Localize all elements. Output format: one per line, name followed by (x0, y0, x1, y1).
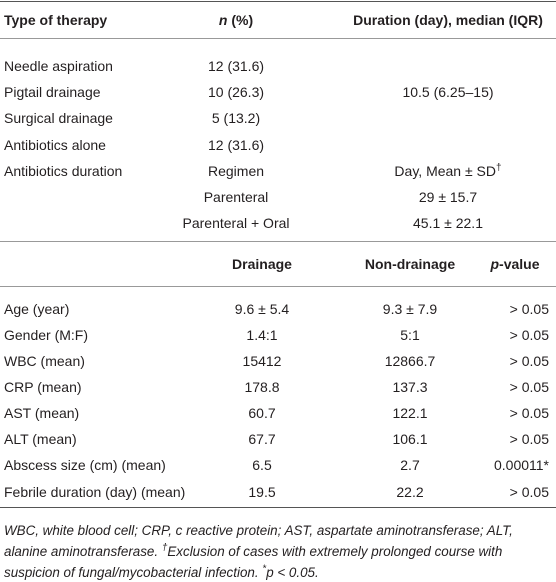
rule (0, 241, 556, 242)
cell: Parenteral + Oral (182, 215, 290, 231)
p-value: > 0.05 (509, 353, 549, 369)
row-label: Gender (M:F) (4, 327, 89, 343)
rule (0, 38, 556, 39)
cell: 12 (31.6) (207, 58, 265, 74)
cell: 12866.7 (384, 353, 436, 369)
p-value: > 0.05 (509, 484, 549, 500)
cell: 19.5 (248, 484, 276, 500)
cell: 12 (31.6) (207, 137, 265, 153)
cell: 60.7 (248, 405, 276, 421)
cell: Parenteral (203, 189, 269, 205)
cell: 137.3 (392, 379, 428, 395)
p-value: > 0.05 (509, 431, 549, 447)
cell: 1.4:1 (246, 327, 278, 343)
row-label: Pigtail drainage (4, 84, 101, 100)
row-label: Antibiotics alone (4, 137, 106, 153)
cell: Regimen (207, 163, 265, 179)
top-rule (0, 1, 556, 2)
footnote: WBC, white blood cell; CRP, c reactive p… (4, 520, 552, 582)
header-cell: Type of therapy (4, 12, 108, 28)
header-cell: Drainage (232, 256, 292, 272)
footnote-text: < 0.05. (273, 565, 319, 580)
cell: 122.1 (392, 405, 428, 421)
header-part: -value (499, 256, 540, 272)
row-label: AST (mean) (4, 405, 80, 421)
cell: 15412 (242, 353, 282, 369)
cell: 10.5 (6.25–15) (402, 84, 494, 100)
header-cell: p-value (490, 255, 539, 273)
row-label: Antibiotics duration (4, 163, 123, 179)
star: * (262, 563, 267, 575)
cell: 6.5 (252, 457, 272, 473)
p-value: > 0.05 (509, 301, 549, 317)
bottom-rule (0, 507, 556, 508)
cell: Day, Mean ± SD† (394, 162, 501, 180)
row-label: Needle aspiration (4, 58, 113, 74)
header-part: n (218, 12, 228, 28)
footnote-text: p (266, 565, 274, 580)
row-label: CRP (mean) (4, 379, 82, 395)
dagger: † (496, 162, 502, 174)
footnote-text: WBC, white blood cell; CRP, c reactive p… (4, 523, 513, 559)
cell: 29 ± 15.7 (418, 189, 478, 205)
cell: 22.2 (396, 484, 424, 500)
header-cell: Non-drainage (364, 256, 456, 272)
header-part: p (490, 256, 500, 272)
cell: 178.8 (244, 379, 280, 395)
row-label: Surgical drainage (4, 110, 113, 126)
footnote-text: Exclusion of cases with extremely prolon… (4, 544, 503, 580)
header-cell: n (%) (219, 11, 253, 29)
cell-part: Day, Mean ± SD (394, 163, 497, 179)
cell: 5 (13.2) (211, 110, 261, 126)
dagger: † (161, 542, 168, 554)
cell: 2.7 (400, 457, 420, 473)
p-value: > 0.05 (509, 405, 549, 421)
p-value: > 0.05 (509, 327, 549, 343)
row-label: ALT (mean) (4, 431, 77, 447)
row-label: Abscess size (cm) (mean) (4, 457, 166, 473)
cell: 9.3 ± 7.9 (382, 301, 438, 317)
cell: 9.6 ± 5.4 (234, 301, 290, 317)
row-label: Age (year) (4, 301, 70, 317)
cell: 5:1 (400, 327, 420, 343)
cell: 106.1 (392, 431, 428, 447)
cell: 67.7 (248, 431, 276, 447)
header-part: (%) (227, 12, 254, 28)
row-label: WBC (mean) (4, 353, 85, 369)
rule (0, 286, 556, 287)
p-value: > 0.05 (509, 379, 549, 395)
cell: 10 (26.3) (207, 84, 265, 100)
row-label: Febrile duration (day) (mean) (4, 484, 186, 500)
cell: 45.1 ± 22.1 (413, 215, 483, 231)
p-value: 0.00011* (493, 457, 549, 473)
header-cell: Duration (day), median (IQR) (353, 12, 543, 28)
